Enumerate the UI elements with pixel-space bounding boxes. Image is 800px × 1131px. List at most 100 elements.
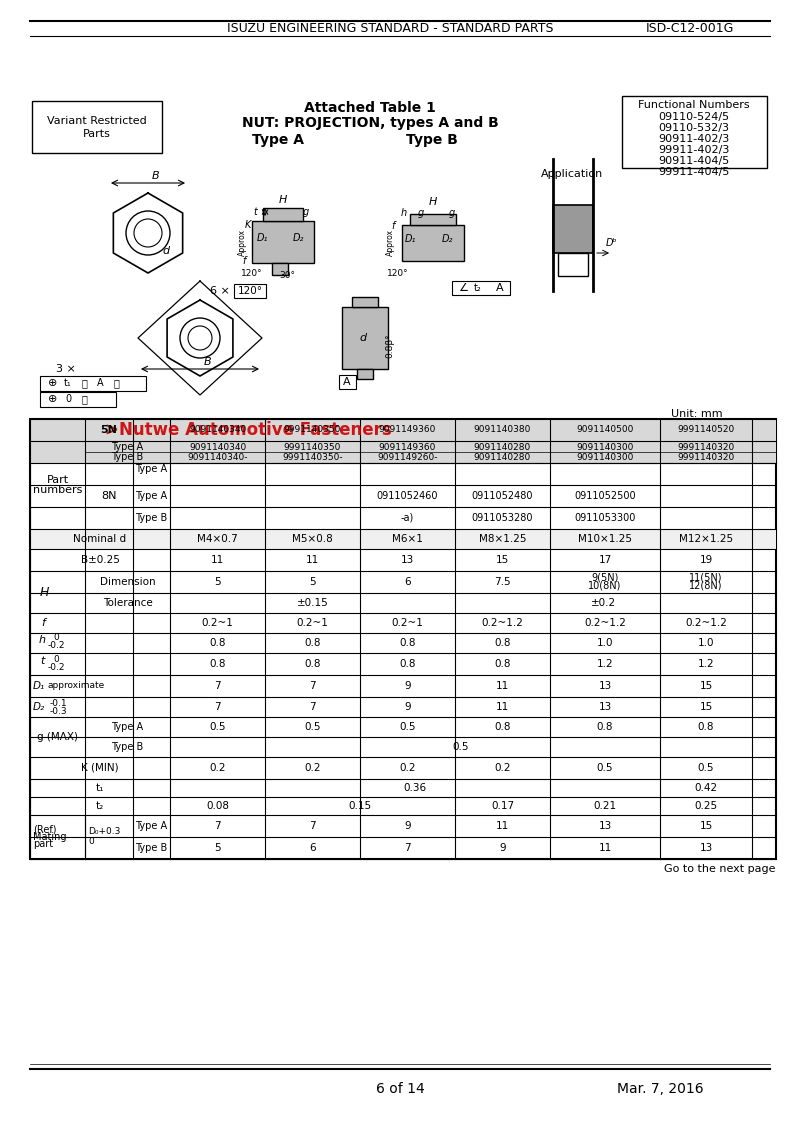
Text: 0911053300: 0911053300 bbox=[574, 513, 636, 523]
Text: g: g bbox=[449, 208, 455, 218]
Text: Ⓜ: Ⓜ bbox=[81, 394, 87, 404]
Text: 0.17: 0.17 bbox=[491, 801, 514, 811]
Text: 0.5: 0.5 bbox=[698, 763, 714, 772]
Text: part: part bbox=[33, 839, 53, 849]
Text: Variant Restricted: Variant Restricted bbox=[47, 116, 147, 126]
Text: 1.0: 1.0 bbox=[698, 638, 714, 648]
Text: f: f bbox=[242, 256, 246, 266]
Text: 9991140350: 9991140350 bbox=[284, 425, 341, 434]
Text: g (MAX): g (MAX) bbox=[37, 732, 78, 742]
Bar bbox=[339, 375, 356, 389]
Text: Type B: Type B bbox=[406, 133, 458, 147]
Text: 7: 7 bbox=[214, 821, 221, 831]
Text: 6: 6 bbox=[309, 843, 316, 853]
Text: 0.8: 0.8 bbox=[494, 638, 510, 648]
Text: 11: 11 bbox=[211, 555, 224, 566]
Text: Go to the next page: Go to the next page bbox=[665, 864, 776, 874]
Text: 0: 0 bbox=[53, 655, 59, 664]
Text: -0.1: -0.1 bbox=[50, 699, 68, 708]
Text: g: g bbox=[303, 207, 309, 217]
Bar bbox=[402, 225, 464, 261]
Bar bbox=[234, 284, 266, 297]
Text: 9091140280: 9091140280 bbox=[474, 452, 531, 461]
Bar bbox=[357, 369, 373, 379]
Text: 7.5: 7.5 bbox=[494, 577, 511, 587]
Text: Mating: Mating bbox=[33, 832, 66, 841]
Text: 13: 13 bbox=[598, 702, 612, 713]
Text: 99911-404/5: 99911-404/5 bbox=[658, 167, 730, 176]
Text: ±0.2: ±0.2 bbox=[591, 598, 616, 608]
Text: ISUZU ENGINEERING STANDARD - STANDARD PARTS: ISUZU ENGINEERING STANDARD - STANDARD PA… bbox=[226, 23, 554, 35]
Bar bbox=[272, 264, 288, 275]
Text: 7: 7 bbox=[214, 681, 221, 691]
Bar bbox=[40, 392, 116, 407]
Text: 11: 11 bbox=[306, 555, 319, 566]
Text: 7: 7 bbox=[404, 843, 411, 853]
Text: t₂: t₂ bbox=[474, 283, 482, 293]
Text: -a): -a) bbox=[401, 513, 414, 523]
Text: 9991140350: 9991140350 bbox=[284, 442, 341, 451]
Text: D₂: D₂ bbox=[33, 702, 45, 713]
Text: 6 of 14: 6 of 14 bbox=[376, 1082, 424, 1096]
Text: 5: 5 bbox=[214, 577, 221, 587]
Text: 7: 7 bbox=[309, 681, 316, 691]
Text: 0.2: 0.2 bbox=[304, 763, 321, 772]
Text: 30°: 30° bbox=[279, 270, 295, 279]
Text: B: B bbox=[152, 171, 160, 181]
Text: 0.5: 0.5 bbox=[399, 722, 416, 732]
Bar bbox=[30, 441, 776, 463]
Text: 0: 0 bbox=[65, 394, 71, 404]
Text: 9: 9 bbox=[404, 681, 411, 691]
Text: 120°: 120° bbox=[238, 286, 262, 296]
Text: 9091140300: 9091140300 bbox=[576, 442, 634, 451]
Text: 11: 11 bbox=[598, 843, 612, 853]
Text: 0.2~1: 0.2~1 bbox=[391, 618, 423, 628]
Bar bbox=[553, 205, 593, 253]
Text: 7: 7 bbox=[214, 702, 221, 713]
Text: h: h bbox=[401, 208, 407, 218]
Text: 9091140300: 9091140300 bbox=[576, 452, 634, 461]
Text: 0.8: 0.8 bbox=[304, 638, 321, 648]
Text: 0.5: 0.5 bbox=[597, 763, 614, 772]
Text: 15: 15 bbox=[496, 555, 509, 566]
Text: Type B: Type B bbox=[111, 452, 144, 461]
Text: 9091149260-: 9091149260- bbox=[378, 452, 438, 461]
Text: 0911053280: 0911053280 bbox=[472, 513, 534, 523]
Text: Type B: Type B bbox=[111, 742, 144, 752]
Bar bbox=[452, 280, 510, 295]
Text: 5N: 5N bbox=[101, 425, 118, 435]
Text: 0.25: 0.25 bbox=[694, 801, 718, 811]
Text: 0.2: 0.2 bbox=[494, 763, 510, 772]
Text: 0: 0 bbox=[88, 837, 94, 846]
Text: Type A: Type A bbox=[111, 442, 143, 452]
Text: 1.0: 1.0 bbox=[597, 638, 614, 648]
Text: ⊕: ⊕ bbox=[48, 378, 58, 388]
Text: Type A: Type A bbox=[135, 821, 167, 831]
Text: Approx: Approx bbox=[386, 228, 394, 256]
Text: Type B: Type B bbox=[135, 843, 168, 853]
Text: Type A: Type A bbox=[111, 722, 143, 732]
Text: 9091140340-: 9091140340- bbox=[187, 452, 248, 461]
Text: 0.2~1.2: 0.2~1.2 bbox=[482, 618, 523, 628]
Text: 0911052500: 0911052500 bbox=[574, 491, 636, 501]
Text: H: H bbox=[279, 195, 287, 205]
Text: M12×1.25: M12×1.25 bbox=[679, 534, 733, 544]
Text: 0.2~1.2: 0.2~1.2 bbox=[685, 618, 727, 628]
Text: 9091140340: 9091140340 bbox=[189, 442, 246, 451]
Text: Functional Numbers: Functional Numbers bbox=[638, 100, 750, 110]
Text: 0.5: 0.5 bbox=[304, 722, 321, 732]
Bar bbox=[30, 529, 776, 549]
Bar bbox=[32, 101, 162, 153]
Text: 0.2~1.2: 0.2~1.2 bbox=[584, 618, 626, 628]
Text: 0.8: 0.8 bbox=[698, 722, 714, 732]
Text: 9091140500: 9091140500 bbox=[576, 425, 634, 434]
Text: 9091140280: 9091140280 bbox=[474, 442, 531, 451]
Text: M4×0.7: M4×0.7 bbox=[197, 534, 238, 544]
Text: Type A: Type A bbox=[252, 133, 304, 147]
Text: B±0.25: B±0.25 bbox=[81, 555, 119, 566]
Text: Dimension: Dimension bbox=[100, 577, 155, 587]
Text: 0.8: 0.8 bbox=[210, 659, 226, 670]
Text: 0.21: 0.21 bbox=[594, 801, 617, 811]
Text: Tolerance: Tolerance bbox=[102, 598, 152, 608]
Text: g: g bbox=[418, 208, 424, 218]
